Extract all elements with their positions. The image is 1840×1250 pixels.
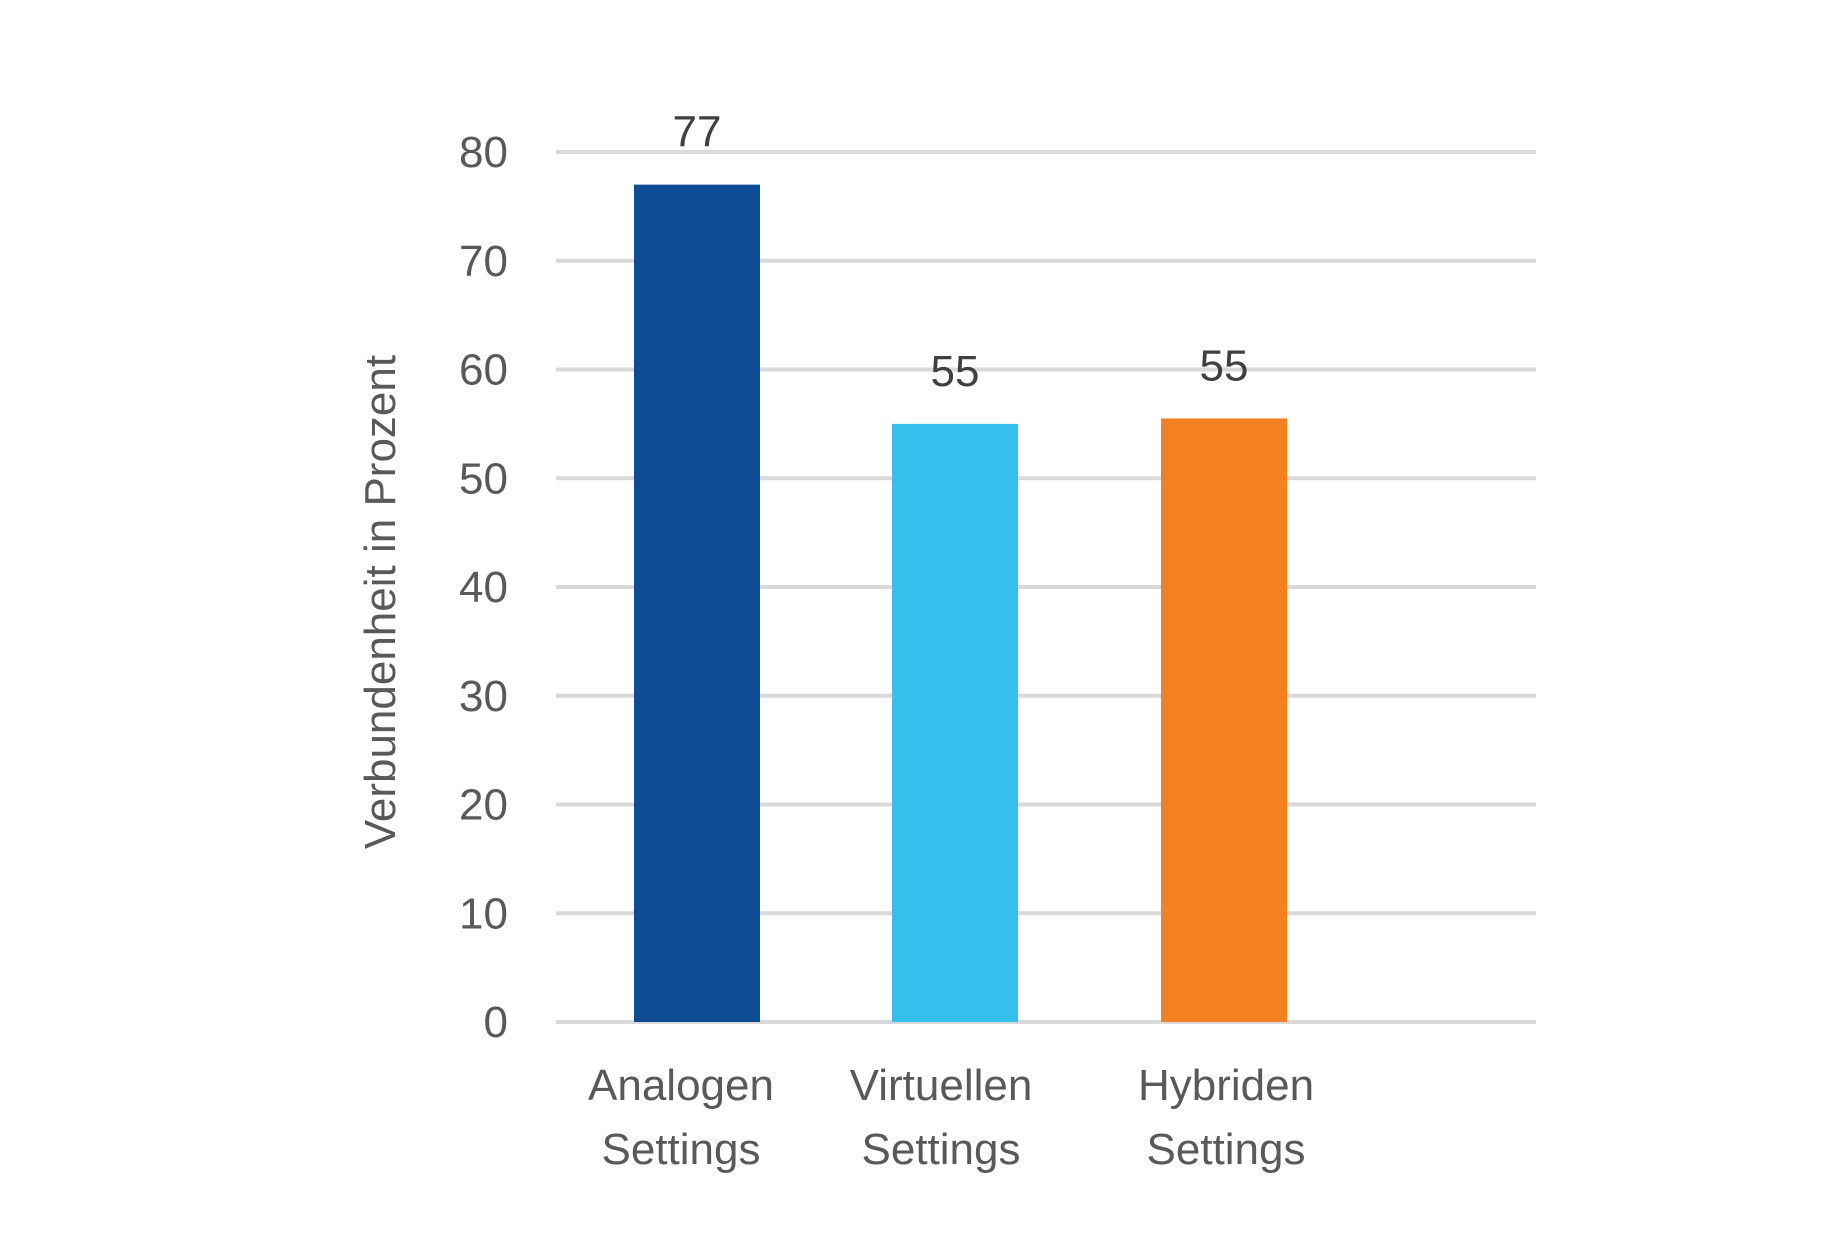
y-tick-label: 70	[459, 237, 508, 286]
x-category-label: Analogen	[588, 1061, 774, 1110]
bars	[634, 184, 1287, 1022]
bar	[634, 184, 760, 1022]
x-category-label: Hybriden	[1138, 1061, 1314, 1110]
x-category-label: Settings	[1147, 1125, 1306, 1174]
data-label: 55	[1200, 341, 1249, 390]
data-label: 77	[673, 108, 722, 157]
bar	[1161, 418, 1287, 1022]
y-axis-title: Verbundenheit in Prozent	[356, 355, 405, 849]
x-category-label: Settings	[862, 1125, 1021, 1174]
bar	[892, 423, 1018, 1022]
x-category-label: Settings	[602, 1125, 761, 1174]
data-labels: 77 55 55	[673, 108, 1249, 396]
y-tick-label: 0	[484, 998, 508, 1047]
data-label: 55	[931, 347, 980, 396]
y-tick-label: 40	[459, 563, 508, 612]
y-tick-label: 30	[459, 672, 508, 721]
y-tick-label: 60	[459, 346, 508, 395]
y-tick-label: 10	[459, 889, 508, 938]
y-axis-ticks: 0 10 20 30 40 50 60 70 80	[459, 128, 508, 1047]
y-tick-label: 80	[459, 128, 508, 177]
y-tick-label: 50	[459, 454, 508, 503]
y-tick-label: 20	[459, 781, 508, 830]
x-category-label: Virtuellen	[850, 1061, 1033, 1110]
x-axis-categories: Analogen Settings Virtuellen Settings Hybrid…	[588, 1061, 1314, 1174]
